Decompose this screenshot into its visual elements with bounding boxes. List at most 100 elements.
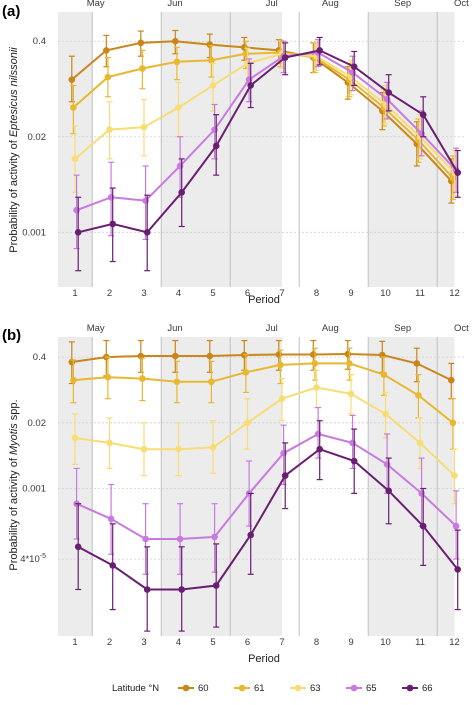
series-61 <box>70 347 457 450</box>
data-point <box>347 390 355 398</box>
data-point <box>209 82 217 89</box>
x-tick-label: 12 <box>449 288 460 299</box>
panel-b-shade-band <box>58 337 93 636</box>
month-label: Sep <box>394 323 411 334</box>
legend-swatch-point <box>238 684 246 692</box>
panel-a-gridlines <box>58 12 466 287</box>
y-tick-label: 0.02 <box>28 418 47 429</box>
data-point <box>212 142 220 150</box>
month-label: Jul <box>266 0 278 9</box>
data-point <box>109 562 116 569</box>
month-label: May <box>87 0 105 9</box>
data-point <box>106 126 113 133</box>
panel-a-month-labels: May Jun Jul Aug Sep Oct <box>87 0 469 9</box>
data-point <box>418 130 425 138</box>
data-point <box>70 376 77 384</box>
data-point <box>137 39 145 47</box>
month-label: Jun <box>167 0 182 9</box>
x-tick-label: 10 <box>380 288 391 299</box>
data-point <box>173 58 181 66</box>
data-point <box>103 47 110 54</box>
legend-label: 66 <box>422 683 433 694</box>
data-point <box>244 419 251 427</box>
data-point <box>416 439 424 447</box>
data-point <box>106 439 113 447</box>
panel-b-y-axis-title: Probability of activity of Myotis spp. <box>8 399 20 570</box>
legend-swatch-point <box>294 684 302 692</box>
data-point <box>280 449 287 457</box>
legend-swatch-point <box>182 684 190 692</box>
data-point <box>313 384 320 391</box>
series-line <box>77 448 459 591</box>
y-tick-label: 0.4 <box>33 352 46 363</box>
panel-a-y-ticks: 0.4 0.02 0.001 <box>22 36 46 238</box>
data-point <box>452 522 460 530</box>
series-line <box>74 386 456 477</box>
data-point <box>413 360 421 367</box>
data-point <box>346 360 353 367</box>
x-tick-label: 8 <box>314 288 319 299</box>
panel-b-y-axis-title-suffix: spp. <box>8 399 20 423</box>
panel-a-y-axis-title-species: Eptesicus nilssonii <box>8 47 20 137</box>
panel-a-series <box>68 29 462 272</box>
data-point <box>140 123 148 131</box>
x-tick-label: 1 <box>72 637 77 648</box>
data-point <box>415 392 422 399</box>
data-point <box>107 193 115 201</box>
data-point <box>208 56 215 64</box>
data-point <box>316 47 324 54</box>
data-point <box>139 375 146 382</box>
data-point <box>139 65 146 72</box>
y-tick-label: 0.02 <box>28 132 47 143</box>
data-point <box>211 126 218 133</box>
panel-b-shade-band <box>368 337 455 636</box>
x-tick-label: 7 <box>279 288 284 299</box>
panel-b-label: (b) <box>2 327 21 344</box>
x-tick-label: 2 <box>107 637 112 648</box>
series-66 <box>74 36 462 272</box>
data-point <box>104 373 112 381</box>
legend-swatch-point <box>406 684 414 692</box>
legend-swatch-point <box>350 684 358 692</box>
x-tick-label: 9 <box>348 288 353 299</box>
data-point <box>385 89 393 96</box>
panel-b-month-labels: May Jun Jul Aug Sep Oct <box>87 323 469 334</box>
panel-a-y-axis-title-prefix: Probability of activity of <box>8 137 20 253</box>
series-line <box>76 51 457 212</box>
panel-a-x-ticks: 1 2 3 4 5 6 7 8 9 10 11 12 <box>72 288 459 299</box>
data-point <box>209 444 217 451</box>
legend-entry-65: 65 <box>346 683 377 694</box>
data-point <box>242 50 250 58</box>
x-tick-label: 3 <box>141 288 146 299</box>
x-tick-label: 4 <box>176 288 181 299</box>
legend-label: 61 <box>254 683 265 694</box>
panel-b-series <box>68 339 462 632</box>
data-point <box>172 37 179 45</box>
panel-b-y-ticks: 0.4 0.02 0.001 4*10-5 <box>20 352 46 565</box>
data-point <box>278 395 286 403</box>
x-tick-label: 1 <box>72 288 77 299</box>
data-point <box>73 206 80 214</box>
month-label: Jul <box>266 323 278 334</box>
data-point <box>211 533 218 541</box>
series-line <box>71 353 452 382</box>
data-point <box>208 378 215 386</box>
legend-title: Latitude °N <box>112 683 159 694</box>
legend-entry-61: 61 <box>234 683 265 694</box>
x-tick-label: 11 <box>415 288 425 299</box>
month-label: Oct <box>454 323 469 334</box>
legend-entry-63: 63 <box>290 683 321 694</box>
series-line <box>74 52 456 174</box>
series-line <box>76 432 457 540</box>
x-tick-label: 9 <box>348 637 353 648</box>
month-label: Oct <box>454 0 469 9</box>
data-point <box>419 522 427 530</box>
data-point <box>383 95 391 103</box>
x-tick-label: 8 <box>314 637 319 648</box>
data-point <box>245 76 253 83</box>
month-label: Aug <box>322 0 339 9</box>
data-point <box>175 445 182 453</box>
y-tick-exponent: -5 <box>40 553 46 560</box>
data-point <box>109 220 116 228</box>
